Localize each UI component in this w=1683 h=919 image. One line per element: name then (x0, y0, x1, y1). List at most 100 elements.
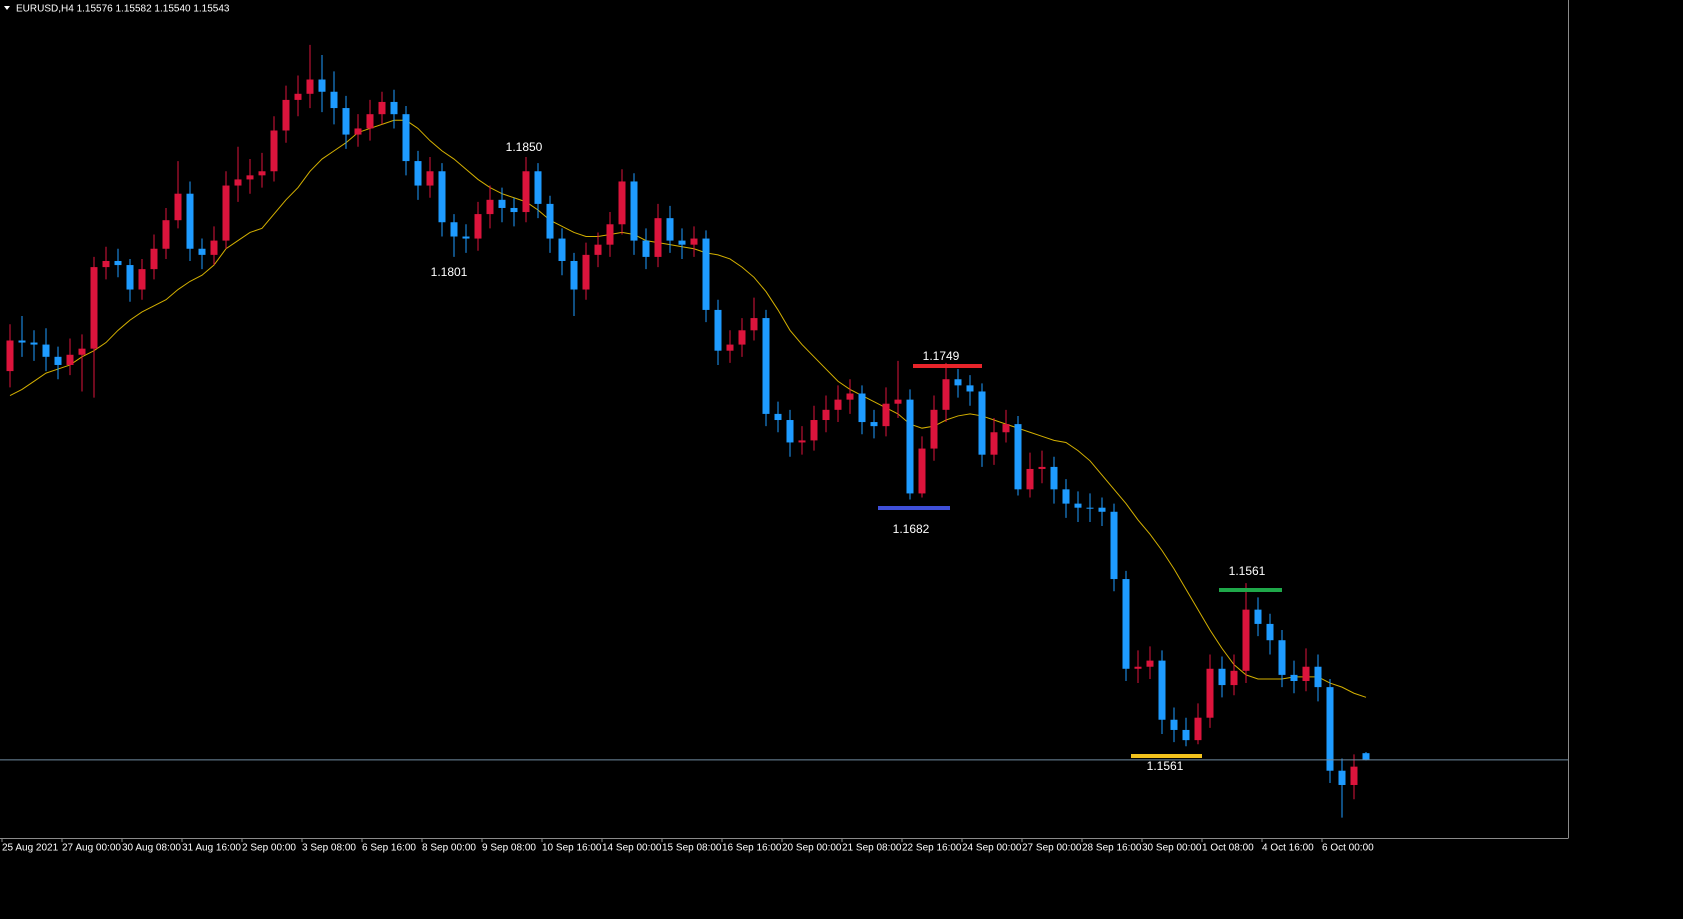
x-tick-label: 24 Sep 00:00 (962, 843, 1022, 854)
candle-body (1230, 670, 1238, 686)
menu-triangle[interactable] (4, 6, 10, 10)
candle-body (1050, 466, 1058, 490)
candle-body (702, 238, 710, 310)
x-tick-label: 6 Sep 16:00 (362, 843, 416, 854)
candle-body (798, 440, 806, 443)
candle-body (1038, 466, 1046, 469)
candle-body (90, 267, 98, 349)
x-tick-label: 16 Sep 16:00 (722, 843, 782, 854)
candle-body (306, 79, 314, 94)
candle-body (954, 379, 962, 386)
candle-body (1086, 507, 1094, 509)
x-tick-label: 10 Sep 16:00 (542, 843, 602, 854)
x-tick-label: 20 Sep 00:00 (782, 843, 842, 854)
candle-body (834, 399, 842, 410)
candle-body (6, 340, 14, 372)
x-tick-label: 30 Aug 08:00 (122, 843, 181, 854)
candle-body (522, 171, 530, 213)
candle-body (738, 330, 746, 345)
candle-body (858, 393, 866, 423)
candle-body (366, 114, 374, 129)
candle-body (1122, 579, 1130, 669)
candle-body (1158, 660, 1166, 720)
candle-body (990, 432, 998, 455)
candle-body (1194, 717, 1202, 741)
candle-body (354, 128, 362, 135)
candle-body (450, 222, 458, 237)
candle-body (1182, 729, 1190, 741)
candle-body (102, 260, 110, 268)
x-tick-label: 25 Aug 2021 (2, 843, 59, 854)
x-tick-label: 27 Aug 00:00 (62, 843, 121, 854)
annotation: 1.1749 (923, 349, 960, 363)
candle-body (690, 238, 698, 245)
x-tick-label: 8 Sep 00:00 (422, 843, 476, 854)
annotation: 1.1801 (431, 265, 468, 279)
candle-body (438, 171, 446, 223)
candle-body (1074, 503, 1082, 508)
candle-body (1338, 770, 1346, 785)
candle-body (678, 240, 686, 245)
candle-body (642, 240, 650, 257)
candle-body (294, 93, 302, 100)
candle-body (714, 309, 722, 351)
candle-body (66, 354, 74, 365)
candle-body (54, 356, 62, 365)
x-tick-label: 14 Sep 00:00 (602, 843, 662, 854)
candle-body (1326, 687, 1334, 771)
candle-body (1062, 489, 1070, 504)
candle-body (390, 101, 398, 115)
candle-body (1014, 424, 1022, 490)
candle-body (174, 193, 182, 221)
annotation: 1.1682 (893, 522, 930, 536)
candle-body (1026, 468, 1034, 490)
candle-body (534, 171, 542, 204)
candle-body (486, 199, 494, 215)
candle-body (1110, 511, 1118, 580)
annotation: 1.1561 (1229, 564, 1266, 578)
x-tick-label: 22 Sep 16:00 (902, 843, 962, 854)
candle-body (18, 340, 26, 343)
candle-body (462, 236, 470, 239)
candle-body (1254, 609, 1262, 624)
candle-body (258, 171, 266, 176)
candle-body (618, 181, 626, 225)
candle-body (750, 318, 758, 331)
candle-body (918, 448, 926, 494)
x-tick-label: 30 Sep 00:00 (1142, 843, 1202, 854)
candle-body (654, 218, 662, 257)
candle-body (762, 318, 770, 414)
chart-title: EURUSD,H4 1.15576 1.15582 1.15540 1.1554… (16, 4, 230, 15)
candle-body (138, 269, 146, 290)
candle-body (498, 199, 506, 208)
candle-body (846, 393, 854, 400)
candle-body (1218, 668, 1226, 686)
candle-body (342, 108, 350, 135)
candle-body (222, 185, 230, 241)
candle-body (1314, 666, 1322, 688)
x-tick-label: 9 Sep 08:00 (482, 843, 536, 854)
candle-body (474, 214, 482, 239)
x-tick-label: 15 Sep 08:00 (662, 843, 722, 854)
candle-body (330, 91, 338, 109)
candle-body (930, 409, 938, 449)
candle-body (942, 379, 950, 410)
candle-body (546, 203, 554, 239)
x-tick-label: 2 Sep 00:00 (242, 843, 296, 854)
candle-body (906, 399, 914, 494)
candle-body (1302, 666, 1310, 682)
candle-body (234, 179, 242, 186)
candle-body (1098, 507, 1106, 512)
candle-body (822, 409, 830, 421)
candle-body (246, 175, 254, 180)
annotation: 1.1850 (506, 140, 543, 154)
x-tick-label: 28 Sep 16:00 (1082, 843, 1142, 854)
candle-body (1266, 623, 1274, 641)
annotation: 1.1561 (1147, 759, 1184, 773)
candle-body (30, 342, 38, 345)
candle-body (210, 240, 218, 255)
candle-body (666, 218, 674, 241)
